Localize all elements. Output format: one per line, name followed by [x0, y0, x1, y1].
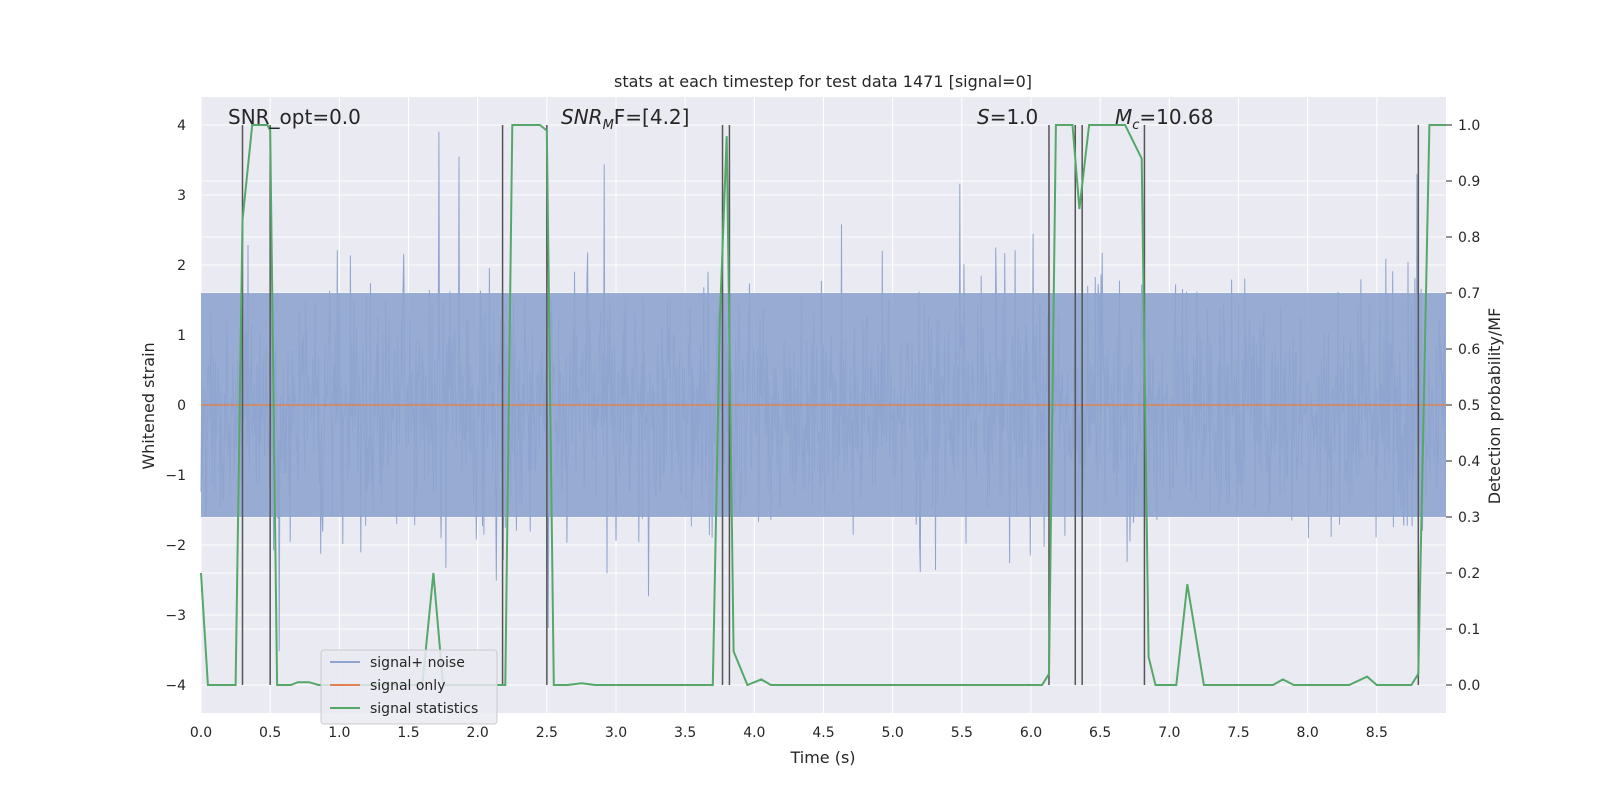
- snr-mf-rest: F=[4.2]: [614, 105, 690, 129]
- y-right-tick-label: 0.3: [1458, 510, 1480, 526]
- legend-label-noise: signal+ noise: [370, 655, 465, 671]
- y-right-tick-label: 0.8: [1458, 230, 1480, 246]
- y-axis-left-ticks: −4 −3 −2 −1 0 1 2 3 4: [165, 118, 186, 694]
- y-right-tick-label: 0.6: [1458, 342, 1480, 358]
- x-tick-label: 8.0: [1297, 725, 1319, 741]
- x-tick-label: 3.0: [605, 725, 627, 741]
- legend-label-signal-only: signal only: [370, 678, 445, 694]
- y-left-tick-label: 3: [177, 188, 186, 204]
- x-tick-label: 6.5: [1089, 725, 1111, 741]
- mc-base: M: [1115, 105, 1132, 129]
- s-stat-rest: =1.0: [990, 105, 1039, 129]
- mc-rest: =10.68: [1139, 105, 1213, 129]
- y-axis-left-label: Whitened strain: [139, 342, 158, 469]
- x-tick-label: 4.5: [812, 725, 834, 741]
- x-tick-label: 2.0: [467, 725, 489, 741]
- x-axis-label: Time (s): [789, 748, 855, 767]
- y-right-tick-label: 0.1: [1458, 622, 1480, 638]
- y-left-tick-label: 0: [177, 398, 186, 414]
- x-tick-label: 7.5: [1227, 725, 1249, 741]
- x-tick-label: 8.5: [1366, 725, 1388, 741]
- y-right-tick-label: 0.2: [1458, 566, 1480, 582]
- y-left-tick-label: −4: [165, 678, 186, 694]
- snr-mf-sub: M: [603, 118, 614, 133]
- annotation-snr-mf: SNRMF=[4.2]: [561, 105, 689, 133]
- noise-trace: [200, 131, 1446, 652]
- annotation-s-stat: S=1.0: [977, 105, 1038, 129]
- y-left-tick-label: −1: [165, 468, 186, 484]
- legend: signal+ noise signal only signal statist…: [320, 649, 498, 725]
- y-left-tick-label: 4: [177, 118, 186, 134]
- y-right-tick-label: 0.9: [1458, 174, 1480, 190]
- x-tick-label: 3.5: [674, 725, 696, 741]
- x-axis-ticks: 0.0 0.5 1.0 1.5 2.0 2.5 3.0 3.5 4.0 4.5 5.0 5.5 6.0 6…: [190, 725, 1388, 741]
- x-tick-label: 6.0: [1020, 725, 1042, 741]
- y-left-tick-label: −3: [165, 608, 186, 624]
- y-right-tick-label: 1.0: [1458, 118, 1480, 134]
- x-tick-label: 7.0: [1158, 725, 1180, 741]
- y-left-tick-label: 1: [177, 328, 186, 344]
- y-axis-right-label: Detection probability/MF: [1485, 308, 1504, 505]
- signal-statistics-line: [200, 124, 1446, 687]
- s-stat-base: S: [977, 105, 990, 129]
- x-tick-label: 1.5: [397, 725, 419, 741]
- mc-sub: c: [1132, 118, 1139, 133]
- y-right-tick-label: 0.0: [1458, 678, 1480, 694]
- x-tick-label: 4.0: [743, 725, 765, 741]
- legend-label-statistics: signal statistics: [370, 701, 478, 717]
- chart-title: stats at each timestep for test data 147…: [614, 72, 1032, 91]
- y-axis-right-ticks: 0.0 0.1 0.2 0.3 0.4 0.5 0.6 0.7 0.8 0.9 1.0: [1446, 118, 1480, 694]
- x-tick-label: 0.0: [190, 725, 212, 741]
- x-tick-label: 5.0: [882, 725, 904, 741]
- y-left-tick-label: 2: [177, 258, 186, 274]
- y-right-tick-label: 0.4: [1458, 454, 1480, 470]
- annotation-mc: Mc=10.68: [1115, 105, 1213, 133]
- legend-box: [320, 649, 498, 725]
- y-right-tick-label: 0.7: [1458, 286, 1480, 302]
- y-right-tick-label: 0.5: [1458, 398, 1480, 414]
- y-left-tick-label: −2: [165, 538, 186, 554]
- x-tick-label: 2.5: [536, 725, 558, 741]
- x-tick-label: 1.0: [328, 725, 350, 741]
- x-tick-label: 0.5: [259, 725, 281, 741]
- snr-mf-base: SNR: [561, 105, 603, 129]
- x-tick-label: 5.5: [951, 725, 973, 741]
- annotation-snr-opt: SNR_opt=0.0: [228, 105, 361, 129]
